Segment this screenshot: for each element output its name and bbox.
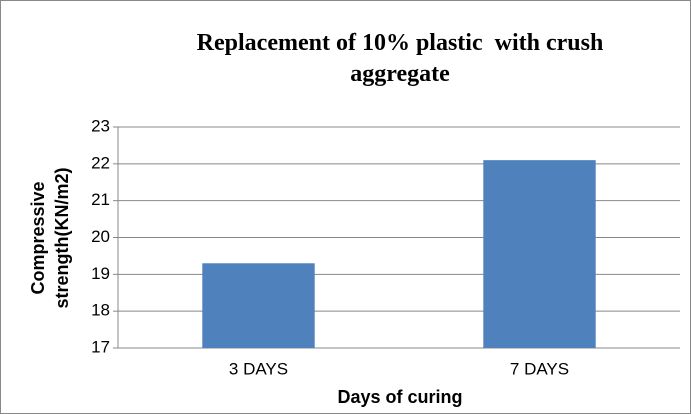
y-tick-label: 19 xyxy=(91,264,110,283)
chart-title: Replacement of 10% plastic with crush ag… xyxy=(196,30,610,87)
y-tick-label: 17 xyxy=(91,337,110,356)
bar xyxy=(202,263,315,348)
y-tick-label: 23 xyxy=(91,116,110,135)
y-tick-label: 18 xyxy=(91,301,110,320)
x-tick-label: 3 DAYS xyxy=(229,359,288,378)
y-tick-label: 22 xyxy=(91,153,110,172)
x-axis-label: Days of curing xyxy=(337,387,463,407)
y-tick-label: 21 xyxy=(91,190,110,209)
y-axis-label: Compressive strength(KN/m2) xyxy=(28,167,72,309)
bar xyxy=(483,160,596,348)
y-tick-label: 20 xyxy=(91,227,110,246)
x-tick-label: 7 DAYS xyxy=(510,359,569,378)
